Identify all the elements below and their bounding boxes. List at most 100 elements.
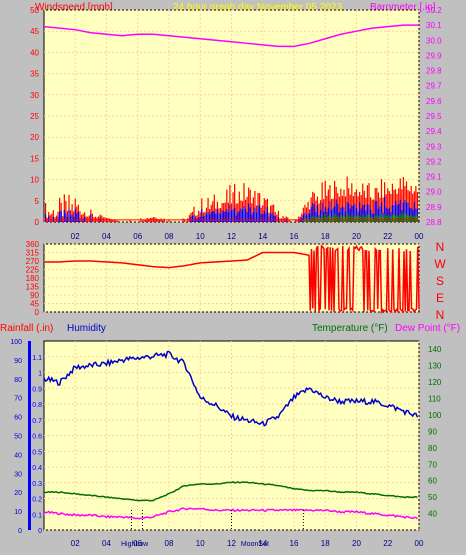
rain-tick-label: 0.8 [32,402,42,409]
x-tick-label: 04 [102,232,111,241]
wind-tick-label: 35 [30,70,39,79]
x-tick-label: 00 [415,539,424,548]
x-tick-label: 12 [227,232,236,241]
humidity-tick-label: 90 [14,358,22,365]
barometer-tick-label: 29.3 [426,142,442,151]
direction-line [44,244,420,315]
barometer-tick-label: 28.9 [426,203,442,212]
temperature-tick-label: 140 [428,345,442,354]
direction-tick-label: 0 [35,308,40,317]
rain-tick-label: 0.1 [32,512,42,519]
x-tick-label: 08 [165,232,174,241]
direction-tick-label: 135 [26,283,40,292]
barometer-axis-label: Barometer [.in] [370,2,436,13]
compass-label: N [436,308,445,322]
humidity-tick-label: 50 [14,434,22,441]
wind-tick-label: 10 [30,176,39,185]
rain-tick-label: 0.2 [32,497,42,504]
x-tick-label: 22 [383,232,392,241]
rain-tick-label: 0.7 [32,418,42,425]
direction-tick-label: 315 [26,249,40,258]
temperature-tick-label: 60 [428,477,437,486]
humidity-tick-label: 60 [14,415,22,422]
rainfall-axis-label: Rainfall (.in) [0,323,53,334]
chart-title: 24 hour graph day November 05 2023 [173,2,342,13]
x-tick-label: 06 [133,232,142,241]
barometer-tick-label: 29.1 [426,173,442,182]
direction-tick-label: 180 [26,274,40,283]
x-tick-label: 02 [71,539,80,548]
wind-tick-label: 25 [30,112,39,121]
barometer-tick-label: 30.2 [426,6,442,15]
wind-tick-label: 15 [30,154,39,163]
barometer-tick-label: 29.0 [426,188,442,197]
wind-tick-label: 45 [30,27,39,36]
barometer-tick-label: 29.2 [426,157,442,166]
barometer-tick-label: 29.7 [426,82,442,91]
direction-tick-label: 90 [30,291,39,300]
highlow-label: HighLow [121,541,149,548]
direction-tick-label: 45 [30,300,39,309]
temperature-tick-label: 130 [428,362,442,371]
x-tick-label: 12 [227,539,236,548]
x-tick-label: 14 [258,232,267,241]
direction-tick-label: 360 [26,240,40,249]
rain-tick-label: 0 [38,528,42,535]
rain-tick-label: 1.1 [32,355,42,362]
temperature-tick-label: 90 [428,427,437,436]
x-tick-label: 22 [383,539,392,548]
barometer-tick-label: 28.8 [426,218,442,227]
dewpoint-line [43,507,418,520]
rain-tick-label: 0.9 [32,386,42,393]
barometer-tick-label: 30.1 [426,21,442,30]
humidity-axis-label: Humidity [67,323,106,334]
temperature-axis-label: Temperature (°F) [312,323,388,334]
compass-label: N [436,240,445,254]
compass-label: S [436,274,444,288]
wind-tick-label: 0 [35,218,40,227]
barometer-tick-label: 30.0 [426,36,442,45]
barometer-tick-label: 29.9 [426,51,442,60]
humidity-tick-label: 10 [14,509,22,516]
barometer-tick-label: 29.8 [426,67,442,76]
rain-axis-bar [28,341,31,530]
humidity-line [43,350,419,427]
humidity-tick-label: 0 [18,528,22,535]
temperature-tick-label: 70 [428,460,437,469]
direction-tick-label: 225 [26,266,40,275]
humidity-tick-label: 30 [14,471,22,478]
temperature-line [43,481,418,502]
rain-tick-label: 0.4 [32,465,42,472]
x-tick-label: 18 [321,232,330,241]
x-tick-label: 14 [258,539,267,548]
wind-tick-label: 30 [30,91,39,100]
humidity-tick-label: 40 [14,452,22,459]
x-tick-label: 20 [352,232,361,241]
rain-tick-label: 0.3 [32,481,42,488]
dewpoint-axis-label: Dew Point (°F) [395,323,460,334]
temperature-tick-label: 120 [428,378,442,387]
x-tick-label: 10 [196,539,205,548]
rain-tick-label: 0.6 [32,434,42,441]
barometer-tick-label: 29.5 [426,112,442,121]
compass-label: W [434,257,446,271]
humidity-tick-label: 80 [14,377,22,384]
x-tick-label: 16 [290,539,299,548]
wind-tick-label: 50 [30,6,39,15]
wind-tick-label: 5 [35,197,40,206]
temperature-tick-label: 50 [428,493,437,502]
x-tick-label: 04 [102,539,111,548]
wind-axis-label: Windspeed [mph] [35,2,113,13]
x-tick-label: 10 [196,232,205,241]
temperature-tick-label: 100 [428,411,442,420]
rain-tick-label: 1 [38,371,42,378]
humidity-tick-label: 100 [10,339,22,346]
humidity-tick-label: 70 [14,396,22,403]
temperature-tick-label: 80 [428,444,437,453]
x-tick-label: 16 [290,232,299,241]
barometer-tick-label: 29.6 [426,97,442,106]
humidity-tick-label: 20 [14,490,22,497]
wind-tick-label: 20 [30,133,39,142]
x-tick-label: 06 [133,539,142,548]
